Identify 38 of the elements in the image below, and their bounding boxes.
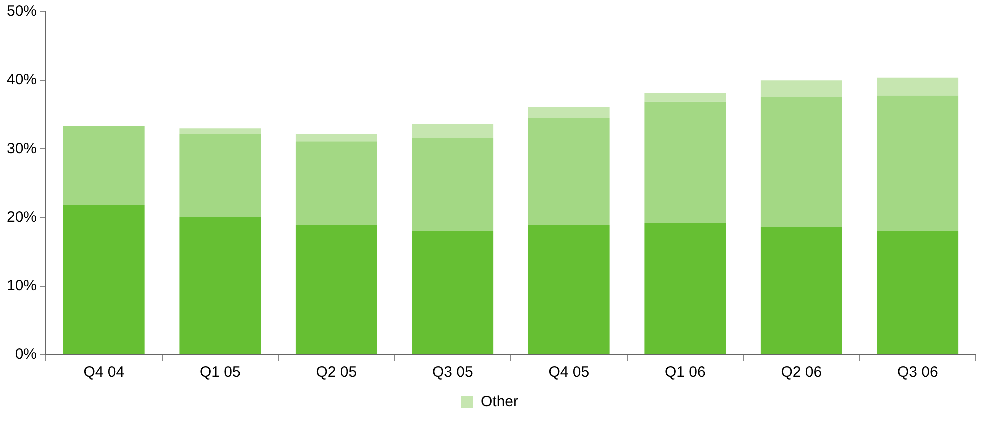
bar [528,225,610,354]
bar [63,126,145,206]
bar [877,78,959,96]
bar [877,232,959,354]
x-tick-label: Q4 05 [548,364,590,382]
bar [180,128,262,134]
bar [644,92,726,102]
bar [296,225,378,354]
x-tick-label: Q3 05 [432,364,474,382]
x-tick-label: Q2 06 [781,364,822,382]
bar [760,97,842,228]
bar [412,138,494,232]
x-tick-label: Q2 05 [316,364,358,382]
y-tick-label: 20% [6,208,38,226]
y-tick-label: 40% [6,72,38,89]
y-tick-label: 10% [6,278,38,295]
bar [180,217,262,354]
bar [412,232,494,354]
bar [296,134,378,142]
bar [528,118,610,226]
x-tick-label: Q3 06 [897,364,938,382]
y-tick-label: 50% [6,3,38,20]
bar [644,223,726,354]
x-tick-label: Q1 06 [664,364,706,382]
bar [296,142,378,226]
bar [760,227,842,354]
x-tick-label: Q4 04 [84,364,125,382]
bar [760,80,842,98]
bar [877,96,959,232]
bar [63,205,145,354]
bar [180,134,262,218]
y-tick-label: 0% [15,346,38,364]
x-tick-label: Q1 05 [200,364,241,382]
bar [528,107,610,118]
bar [412,124,494,138]
legend-label: Other [480,394,519,411]
y-tick-label: 30% [6,140,38,158]
bar [644,102,726,224]
